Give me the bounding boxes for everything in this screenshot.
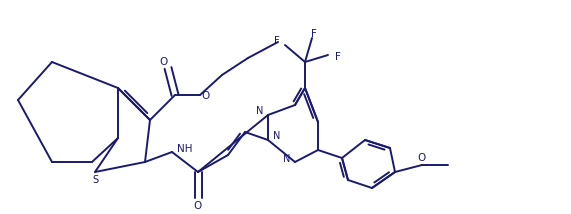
Text: F: F [274,36,280,46]
Text: N: N [273,131,280,141]
Text: O: O [418,153,426,163]
Text: S: S [92,175,98,185]
Text: F: F [335,52,341,62]
Text: O: O [159,57,167,67]
Text: F: F [311,29,317,39]
Text: O: O [194,201,202,211]
Text: O: O [201,91,209,101]
Text: NH: NH [177,144,192,154]
Text: N: N [256,106,263,116]
Text: N: N [283,154,290,164]
